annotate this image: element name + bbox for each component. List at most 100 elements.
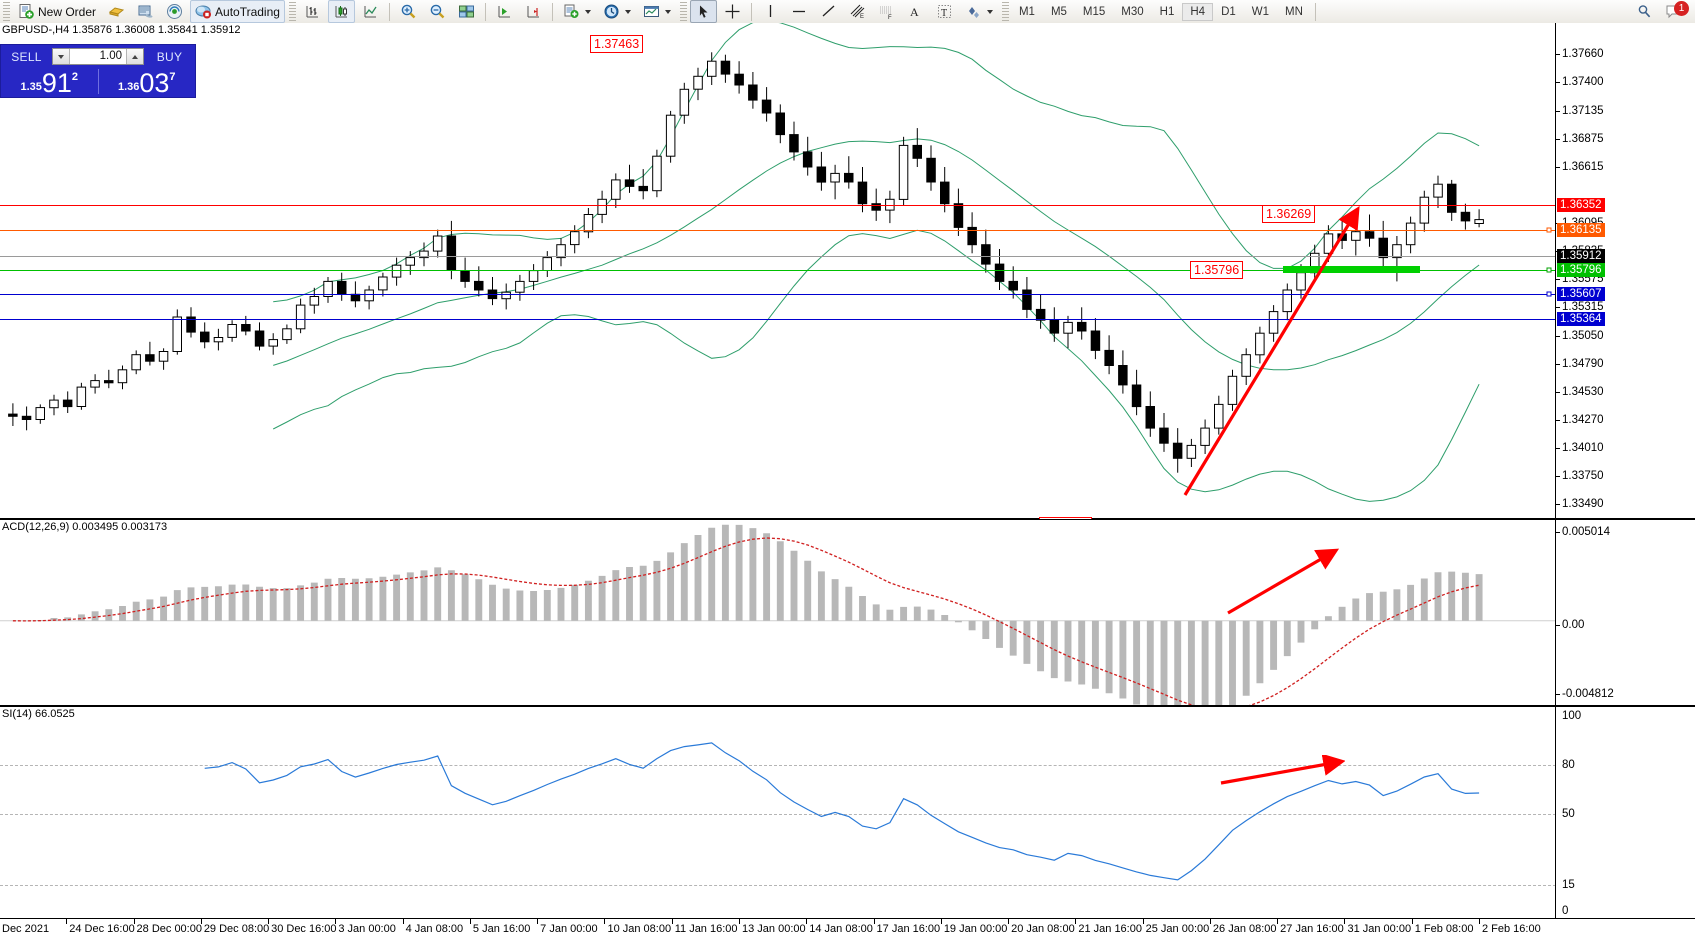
autotrading-button[interactable]: AutoTrading [190, 0, 285, 23]
candlestick-chart-button[interactable] [327, 0, 355, 23]
green-level-chip[interactable]: 1.35796 [1557, 263, 1605, 277]
bar-chart-button[interactable] [299, 0, 326, 23]
blue-level-handle-1[interactable] [1546, 291, 1552, 297]
time-gridmark [537, 919, 539, 924]
chart-shift-button[interactable] [520, 0, 547, 23]
shapes-button[interactable] [960, 0, 998, 23]
timeframe-m15[interactable]: M15 [1082, 5, 1106, 18]
volume-stepper[interactable]: 1.00 [52, 48, 144, 65]
toolbar-grip[interactable] [3, 2, 10, 21]
blue-level-line-1[interactable] [0, 294, 1556, 295]
periods-button[interactable] [598, 0, 636, 23]
zoom-in-button[interactable] [395, 0, 422, 23]
rsi-pane[interactable]: SI(14) 66.0525 100 80 50 15 0 [0, 706, 1695, 918]
templates-button[interactable] [638, 0, 676, 23]
macd-pane[interactable]: ACD(12,26,9) 0.003495 0.003173 0.005014 0… [0, 519, 1695, 706]
timeframe-m1[interactable]: M1 [1018, 5, 1035, 18]
data-window-icon [137, 3, 154, 20]
data-window-button[interactable] [132, 0, 159, 23]
macd-label: ACD(12,26,9) 0.003495 0.003173 [2, 521, 168, 533]
rsi-level-80 [0, 765, 1556, 766]
sell-button[interactable]: 1.35 91 2 [1, 66, 98, 97]
macd-tick-label: 0.00 [1562, 619, 1585, 631]
time-gridmark [1411, 919, 1413, 924]
cursor-button[interactable] [689, 0, 717, 23]
price-tickmark [1556, 279, 1560, 280]
buy-button[interactable]: 1.36 03 7 [99, 66, 196, 97]
autotrading-label: AutoTrading [215, 4, 280, 19]
uptrend-arrow-macd[interactable] [1220, 545, 1350, 620]
signals-button[interactable] [161, 0, 188, 23]
red-resistance-line[interactable] [0, 205, 1556, 206]
volume-up-button[interactable] [126, 49, 143, 64]
green-support-bar[interactable] [1283, 266, 1420, 273]
toolbar-grip-4[interactable] [1001, 2, 1009, 21]
blue-level-chip-2[interactable]: 1.35364 [1557, 312, 1605, 326]
macd-tickmark [1556, 625, 1560, 626]
search-button[interactable] [1631, 0, 1658, 23]
toolbar-grip-2[interactable] [288, 2, 296, 21]
chevron-down-icon-4[interactable] [986, 9, 993, 14]
macd-canvas[interactable] [0, 520, 1556, 705]
blue-level-line-2[interactable] [0, 319, 1556, 320]
text-button[interactable]: A [902, 0, 929, 23]
timeframe-d1[interactable]: D1 [1221, 5, 1236, 18]
uptrend-arrow-rsi[interactable] [1215, 755, 1345, 795]
macd-tickmark [1556, 694, 1560, 695]
timeframe-w1[interactable]: W1 [1251, 5, 1270, 18]
rsi-level-50 [0, 814, 1556, 815]
swing-high-label[interactable]: 1.37463 [590, 35, 644, 53]
green-support-line[interactable] [0, 270, 1556, 271]
volume-value[interactable]: 1.00 [99, 50, 122, 62]
trendline-button[interactable] [815, 0, 842, 23]
indicators-button[interactable] [558, 0, 596, 23]
alerts-button[interactable]: 1 [1660, 0, 1689, 23]
chevron-down-icon-2[interactable] [624, 9, 631, 14]
uptrend-arrow-main[interactable] [1175, 203, 1395, 503]
green-level-handle[interactable] [1546, 267, 1552, 273]
price-chart-pane[interactable]: GBPUSD-,H4 1.35876 1.36008 1.35841 1.359… [0, 23, 1695, 535]
rsi-tick-label: 0 [1562, 905, 1569, 917]
timeframe-m30[interactable]: M30 [1121, 5, 1144, 18]
volume-down-button[interactable] [53, 49, 70, 64]
tile-windows-button[interactable] [453, 0, 480, 23]
equidistant-channel-button[interactable]: E [844, 0, 871, 23]
horizontal-line-button[interactable] [786, 0, 813, 23]
blue-level-chip-1[interactable]: 1.35607 [1557, 287, 1605, 301]
orange-level-line[interactable] [0, 230, 1556, 231]
zoom-out-button[interactable] [424, 0, 451, 23]
time-tick-label: 11 Jan 16:00 [674, 923, 738, 935]
crosshair-button[interactable] [719, 0, 746, 23]
timeframe-h1[interactable]: H1 [1159, 5, 1175, 18]
toolbar-grip-3[interactable] [679, 2, 687, 21]
time-axis[interactable]: Dec 2021 24 Dec 16:00 28 Dec 00:00 29 Dec 0… [0, 918, 1695, 939]
orange-level-chip[interactable]: 1.36135 [1557, 223, 1605, 237]
orange-level-handle[interactable] [1546, 227, 1552, 233]
time-gridmark [940, 919, 942, 924]
price-chart-canvas[interactable] [0, 23, 1556, 518]
price-tickmark [1556, 504, 1560, 505]
svg-text:T: T [941, 8, 947, 19]
resistance-label[interactable]: 1.36269 [1262, 205, 1316, 223]
last-price-chip[interactable]: 1.35912 [1557, 249, 1605, 263]
trendline-icon [820, 3, 837, 20]
timeframe-h4[interactable]: H4 [1182, 2, 1214, 21]
autoscroll-button[interactable] [491, 0, 518, 23]
chevron-down-icon-3[interactable] [664, 9, 671, 14]
resistance-line-chip[interactable]: 1.36352 [1557, 198, 1605, 212]
timeframe-m5[interactable]: M5 [1050, 5, 1067, 18]
time-tick-label: 17 Jan 16:00 [876, 923, 941, 935]
one-click-trading-panel[interactable]: SELL 1.00 BUY 1.35 91 2 1.36 03 7 [0, 44, 196, 98]
support-label[interactable]: 1.35796 [1190, 261, 1244, 279]
text-label-button[interactable]: T [931, 0, 958, 23]
rsi-canvas[interactable] [0, 707, 1556, 917]
timeframe-mn[interactable]: MN [1285, 5, 1303, 18]
new-order-button[interactable]: New Order [13, 0, 101, 23]
fibonacci-button[interactable]: F [873, 0, 900, 23]
vertical-line-button[interactable] [757, 0, 784, 23]
price-axis[interactable]: 1.376601.374001.371351.368751.366151.360… [1556, 23, 1695, 518]
chevron-down-icon[interactable] [584, 9, 591, 14]
line-chart-button[interactable] [357, 0, 384, 23]
expert-advisors-button[interactable] [103, 0, 130, 23]
price-tick-label: 1.33750 [1562, 469, 1604, 482]
